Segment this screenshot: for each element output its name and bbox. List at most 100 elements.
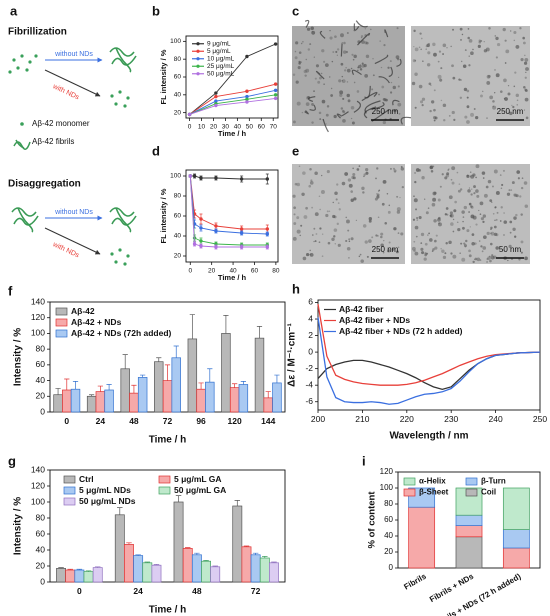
x-tick-label: 0: [188, 123, 192, 130]
texture-dot: [441, 173, 444, 176]
texture-dot: [445, 242, 448, 245]
texture-dot: [492, 100, 495, 103]
texture-dot: [311, 30, 316, 35]
bar: [56, 568, 66, 583]
texture-dot: [509, 111, 513, 116]
texture-dot: [390, 81, 393, 84]
texture-dot: [309, 252, 314, 257]
texture-dot: [352, 167, 354, 170]
texture-dot: [513, 30, 517, 35]
texture-dot: [503, 212, 505, 214]
bar: [114, 514, 125, 583]
texture-dot: [524, 54, 526, 57]
texture-dot: [420, 100, 424, 104]
texture-dot: [388, 204, 391, 207]
texture-dot: [414, 47, 419, 52]
texture-dot: [475, 164, 480, 169]
monomers: [8, 54, 38, 74]
texture-dot: [501, 183, 504, 187]
texture-dot: [524, 97, 529, 102]
legend-marker: [63, 497, 76, 506]
data-point: [239, 231, 244, 235]
bar: [92, 567, 103, 583]
texture-dot: [306, 27, 311, 31]
texture-dot: [469, 175, 472, 178]
texture-dot: [490, 228, 492, 230]
bar: [154, 361, 164, 413]
texture-dot: [421, 97, 426, 101]
texture-dot: [525, 67, 529, 71]
texture-dot: [336, 222, 339, 226]
texture-dot: [424, 198, 426, 200]
x-tick-label: 30: [222, 123, 230, 130]
texture-dot: [496, 211, 499, 214]
texture-dot: [453, 209, 457, 213]
texture-dot: [348, 240, 351, 243]
texture-dot: [365, 41, 369, 45]
texture-dot: [486, 74, 491, 79]
texture-dot: [452, 76, 456, 80]
texture-dot: [344, 172, 349, 176]
texture-dot: [486, 81, 491, 85]
texture-dot: [397, 76, 400, 79]
texture-dot: [295, 80, 299, 84]
texture-dot: [414, 172, 416, 174]
texture-dot: [299, 234, 302, 237]
texture-dot: [389, 167, 392, 170]
series-line: [189, 175, 268, 246]
bar-segment: [502, 547, 530, 569]
data-point: [192, 174, 197, 178]
texture-dot: [324, 63, 329, 67]
texture-dot: [491, 254, 494, 257]
texture-dot: [495, 56, 498, 59]
texture-dot: [433, 119, 436, 122]
texture-dot: [389, 60, 392, 63]
legend-marker: [196, 49, 200, 53]
y-tick-label: 120: [380, 467, 394, 476]
x-tick-label: 24: [96, 416, 106, 426]
texture-dot: [466, 105, 470, 109]
texture: [411, 164, 529, 264]
texture-dot: [427, 207, 430, 209]
series-line: [317, 351, 541, 390]
texture-dot: [418, 169, 422, 172]
legend-label: 5 μg/mL: [207, 48, 231, 55]
y-tick-label: 100: [31, 496, 45, 506]
legend-label: β-Turn: [481, 477, 506, 486]
texture-dot: [426, 43, 430, 48]
texture-dot: [364, 28, 366, 30]
texture-dot: [358, 64, 362, 69]
texture-dot: [452, 254, 457, 259]
texture-dot: [381, 85, 385, 89]
texture-dot: [393, 169, 397, 173]
texture-dot: [414, 251, 419, 256]
texture-dot: [471, 241, 475, 246]
texture-dot: [495, 246, 500, 250]
y-tick-label: 100: [380, 483, 394, 492]
y-tick-label: 100: [170, 173, 181, 180]
schematic-title: Fibrillization: [8, 27, 67, 38]
texture-dot: [441, 249, 445, 253]
x-tick-label: 240: [489, 414, 503, 424]
texture-dot: [456, 171, 459, 174]
texture-dot: [376, 193, 378, 195]
legend-label: Aβ-42 + NDs: [71, 317, 122, 327]
texture-dot: [520, 186, 524, 190]
texture-dot: [363, 173, 366, 176]
data-point: [199, 244, 203, 248]
texture-dot: [329, 29, 331, 32]
texture-dot: [292, 194, 296, 198]
texture-dot: [309, 167, 312, 171]
panel-letter: d: [152, 143, 160, 158]
texture-dot: [396, 195, 399, 198]
x-tick-label: 0: [188, 267, 192, 274]
texture-dot: [314, 240, 317, 243]
bar: [137, 377, 148, 413]
texture-dot: [467, 189, 471, 193]
texture-dot: [427, 234, 429, 236]
y-tick-label: 20: [36, 560, 46, 570]
x-tick-label: 70: [270, 123, 278, 130]
texture-dot: [308, 184, 312, 188]
panel-letter: a: [10, 3, 18, 18]
texture-dot: [485, 47, 490, 52]
